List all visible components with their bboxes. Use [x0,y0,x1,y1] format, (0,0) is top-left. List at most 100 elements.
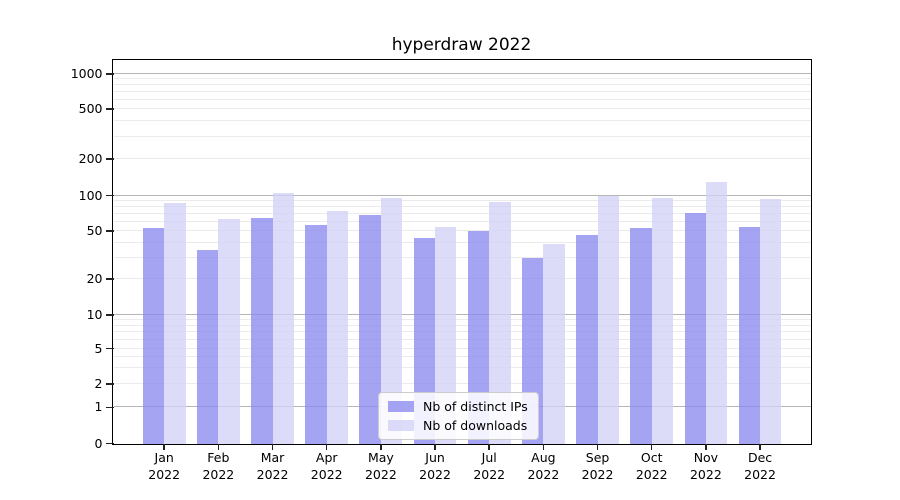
x-tick-nov [705,443,707,450]
gridline-minor-90 [113,199,811,201]
bar-jul-distinct-ips [467,230,490,444]
x-tick-mar [271,443,274,450]
bar-apr-downloads [326,210,349,444]
gridline-minor-30 [113,256,811,258]
y-tick-label-1000: 1000 [70,65,103,81]
x-tick-year-sep: 2022 [581,466,614,482]
y-tick-label-20: 20 [86,270,103,286]
y-tick-label-50: 50 [86,222,103,238]
x-tick-year-jun: 2022 [419,466,451,482]
y-tick-label-1: 1 [94,399,103,415]
gridline-minor-60 [113,220,811,222]
bar-may-distinct-ips [359,214,381,444]
x-tick-label-oct: Oct 2022 [617,449,687,483]
y-tick-label-10: 10 [86,307,103,323]
gridline-minor-5 [113,347,811,349]
gridline-minor-70 [113,212,811,214]
gridline-minor-50 [113,229,811,231]
x-tick-label-mar: Mar 2022 [238,449,308,483]
grid-layer [113,61,811,444]
x-tick-year-mar: 2022 [256,466,289,482]
bar-dec-distinct-ips [738,226,761,444]
bar-nov-distinct-ips [684,213,706,444]
legend-swatch-distinct-ips [388,401,414,412]
y-tick-label-5: 5 [94,340,103,356]
gridline-minor-40 [113,241,811,243]
y-tick-500 [106,108,114,110]
bar-nov-downloads [705,181,728,444]
y-tick-5 [106,347,114,350]
x-tick-jan [163,443,165,450]
bar-sep-distinct-ips [576,235,598,444]
x-tick-oct [650,443,653,450]
legend-swatch-downloads [388,420,414,431]
y-tick-1000 [106,73,114,75]
bar-apr-distinct-ips [305,225,327,444]
y-tick-label-200: 200 [78,150,103,166]
gridline-minor-400 [113,120,811,122]
chart-title: hyperdraw 2022 [391,35,532,55]
gridline-minor-2 [113,382,811,384]
gridline-minor-900 [113,78,811,80]
legend-label-downloads: Nb of downloads [423,418,528,433]
x-tick-label-may: May 2022 [346,449,416,483]
x-tick-year-nov: 2022 [689,466,722,482]
bar-aug-downloads [543,243,565,444]
bar-feb-distinct-ips [196,249,219,444]
y-tick-0 [106,442,114,445]
bar-sep-downloads [597,195,619,444]
x-tick-dec [759,443,761,450]
gridline-minor-300 [113,135,811,137]
y-tick-50 [106,230,114,232]
bar-mar-distinct-ips [251,217,273,444]
gridline-minor-800 [113,84,811,86]
legend-item-downloads: Nb of downloads [388,418,528,433]
bar-mar-downloads [272,192,294,444]
x-tick-year-dec: 2022 [744,466,776,482]
gridline-minor-6 [113,338,811,340]
bar-oct-downloads [651,197,674,444]
bar-jul-downloads [489,202,511,444]
gridline-minor-20 [113,277,811,279]
x-tick-label-sep: Sep 2022 [563,449,633,483]
x-tick-label-apr: Apr 2022 [292,449,362,483]
gridline-minor-700 [113,90,811,92]
gridline-minor-3 [113,367,811,369]
x-tick-feb [217,443,220,450]
gridline-minor-500 [113,107,811,109]
x-tick-label-jun: Jun 2022 [400,449,470,483]
gridline-minor-80 [113,205,811,207]
x-tick-year-oct: 2022 [635,466,668,482]
x-tick-jun [434,443,436,450]
x-tick-year-aug: 2022 [527,466,560,482]
y-tick-label-0: 0 [94,435,103,451]
bar-may-downloads [380,197,403,444]
bar-jun-downloads [435,226,457,444]
x-tick-year-feb: 2022 [202,466,235,482]
gridline-minor-7 [113,331,811,333]
gridline-minor-4 [113,356,811,358]
legend-label-distinct-ips: Nb of distinct IPs [423,399,528,414]
x-tick-jul [488,443,490,450]
y-tick-10 [106,314,114,316]
bar-feb-downloads [218,219,240,444]
y-tick-100 [106,194,114,197]
x-tick-label-dec: Dec 2022 [725,449,795,483]
x-tick-year-jul: 2022 [473,466,506,482]
bar-dec-downloads [760,199,782,444]
y-tick-1 [106,406,114,409]
gridline-minor-600 [113,98,811,100]
bars-layer [114,61,811,444]
gridline-minor-9 [113,319,811,321]
x-tick-label-jul: Jul 2022 [454,449,524,483]
bar-jan-distinct-ips [142,227,165,444]
legend: Nb of distinct IPs Nb of downloads [378,392,539,440]
y-tick-20 [106,278,114,280]
bar-oct-distinct-ips [630,227,652,444]
y-tick-label-2: 2 [94,375,103,391]
x-tick-label-aug: Aug 2022 [508,449,578,483]
gridline-minor-200 [113,157,811,159]
x-tick-label-feb: Feb 2022 [183,449,253,483]
gridline-major-10 [113,314,811,316]
